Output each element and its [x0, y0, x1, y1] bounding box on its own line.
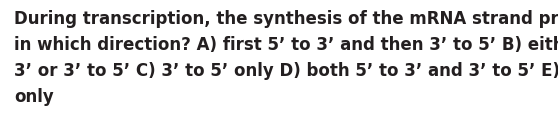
Text: in which direction? A) first 5’ to 3’ and then 3’ to 5’ B) either 5’ to: in which direction? A) first 5’ to 3’ an… — [14, 36, 558, 54]
Text: only: only — [14, 88, 54, 106]
Text: 3’ or 3’ to 5’ C) 3’ to 5’ only D) both 5’ to 3’ and 3’ to 5’ E) 5’ to 3’: 3’ or 3’ to 5’ C) 3’ to 5’ only D) both … — [14, 62, 558, 80]
Text: During transcription, the synthesis of the mRNA strand proceeds: During transcription, the synthesis of t… — [14, 10, 558, 28]
